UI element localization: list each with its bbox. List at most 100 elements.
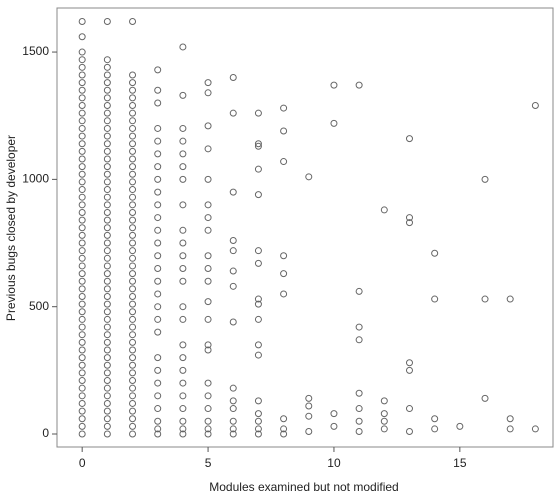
- point: [129, 216, 137, 224]
- point: [204, 417, 212, 425]
- point: [103, 254, 111, 262]
- point: [103, 117, 111, 125]
- point: [305, 402, 313, 410]
- point: [129, 239, 137, 247]
- point: [154, 392, 162, 400]
- point: [229, 267, 237, 275]
- point: [280, 415, 288, 423]
- point: [78, 377, 86, 385]
- x-axis-label: Modules examined but not modified: [209, 480, 398, 494]
- point: [179, 252, 187, 260]
- point: [179, 341, 187, 349]
- point: [129, 117, 137, 125]
- point: [103, 346, 111, 354]
- point: [103, 170, 111, 178]
- point: [103, 86, 111, 94]
- y-tick-label: 1500: [22, 44, 49, 58]
- point: [78, 277, 86, 285]
- point: [179, 315, 187, 323]
- point: [78, 262, 86, 270]
- point: [179, 277, 187, 285]
- point: [229, 74, 237, 82]
- point: [129, 392, 137, 400]
- point: [129, 254, 137, 262]
- point: [204, 425, 212, 433]
- point: [179, 303, 187, 311]
- point: [179, 379, 187, 387]
- point: [78, 170, 86, 178]
- plot-frame: [56, 7, 554, 448]
- point: [179, 354, 187, 362]
- point: [405, 359, 413, 367]
- point: [129, 94, 137, 102]
- point: [204, 252, 212, 260]
- point: [506, 425, 514, 433]
- point: [380, 417, 388, 425]
- point: [280, 252, 288, 260]
- point: [355, 287, 363, 295]
- point: [405, 405, 413, 413]
- point: [305, 394, 313, 402]
- point: [78, 308, 86, 316]
- point: [103, 102, 111, 110]
- point: [154, 315, 162, 323]
- point: [179, 91, 187, 99]
- point: [129, 193, 137, 201]
- point: [229, 405, 237, 413]
- point: [380, 410, 388, 418]
- point: [103, 124, 111, 132]
- point: [78, 315, 86, 323]
- point: [103, 377, 111, 385]
- point: [103, 109, 111, 117]
- point: [280, 270, 288, 278]
- point: [380, 397, 388, 405]
- point: [506, 415, 514, 423]
- point: [229, 430, 237, 438]
- point: [129, 293, 137, 301]
- point: [103, 201, 111, 209]
- point: [280, 425, 288, 433]
- point: [103, 331, 111, 339]
- point: [204, 226, 212, 234]
- x-tick-label: 5: [205, 456, 212, 470]
- point: [179, 124, 187, 132]
- point: [179, 405, 187, 413]
- point: [254, 295, 262, 303]
- point: [103, 155, 111, 163]
- point: [154, 226, 162, 234]
- point: [78, 56, 86, 64]
- point: [78, 231, 86, 239]
- point: [229, 417, 237, 425]
- point: [531, 102, 539, 110]
- point: [154, 99, 162, 107]
- point: [154, 239, 162, 247]
- point: [103, 354, 111, 362]
- point: [254, 300, 262, 308]
- point: [78, 140, 86, 148]
- point: [355, 405, 363, 413]
- point: [305, 427, 313, 435]
- point: [229, 397, 237, 405]
- point: [431, 295, 439, 303]
- point: [103, 399, 111, 407]
- point: [129, 247, 137, 255]
- point: [103, 293, 111, 301]
- point: [103, 147, 111, 155]
- x-tick-label: 10: [327, 456, 341, 470]
- point: [78, 415, 86, 423]
- point: [154, 417, 162, 425]
- point: [129, 422, 137, 430]
- point: [129, 86, 137, 94]
- point: [129, 201, 137, 209]
- point: [179, 366, 187, 374]
- point: [103, 384, 111, 392]
- point: [405, 366, 413, 374]
- point: [103, 71, 111, 79]
- point: [129, 132, 137, 140]
- point: [204, 379, 212, 387]
- point: [179, 163, 187, 171]
- point: [204, 145, 212, 153]
- point: [179, 43, 187, 51]
- point: [78, 132, 86, 140]
- point: [254, 351, 262, 359]
